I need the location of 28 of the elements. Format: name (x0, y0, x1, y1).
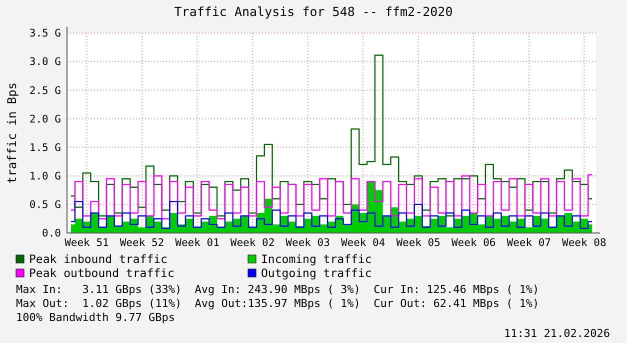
legend-label: Outgoing traffic (261, 266, 372, 280)
x-tick-label: Week 52 (120, 237, 164, 249)
y-tick-label: 1.0 G (29, 170, 61, 183)
x-tick-label: Week 07 (506, 237, 552, 249)
text: 100% Bandwidth 9.77 GBps (16, 310, 175, 324)
x-tick-label: Week 01 (175, 237, 220, 249)
y-tick-label: 2.0 G (29, 113, 61, 126)
text: Max In: 3.11 GBps (33%) Avg In: 243.90 MBps ( 3%) Cur In: 125.46 MBps ( 1%) (16, 282, 540, 296)
y-tick-label: 2.5 G (29, 84, 61, 97)
x-tick-label: Week 02 (230, 237, 275, 249)
x-tick-label: Week 08 (562, 237, 606, 249)
y-tick-label: 1.5 G (29, 142, 61, 154)
legend-label: Peak outbound traffic (29, 266, 174, 280)
x-tick-label: Week 06 (451, 237, 496, 249)
x-tick-label: Week 05 (396, 237, 440, 249)
y-tick-label: 3.5 G (29, 28, 61, 40)
x-tick-label: Week 51 (64, 237, 109, 249)
y-tick-label: 0.0 (42, 228, 61, 240)
chart-title: Traffic Analysis for 548 -- ffm2-2020 (174, 4, 453, 19)
y-axis-title: traffic in Bps (5, 82, 19, 184)
y-tick-label: 3.0 G (29, 56, 61, 68)
x-tick-label: Week 04 (340, 237, 386, 249)
y-tick-label: 0.5 G (29, 199, 61, 212)
x-tick-label: Week 03 (286, 237, 330, 249)
legend-label: Peak inbound traffic (29, 252, 168, 266)
text: Max Out: 1.02 GBps (11%) Avg Out:135.97 MBps ( 1%) Cur Out: 62.41 MBps ( 1%) (16, 296, 540, 310)
text: 11:31 21.02.2026 (504, 326, 610, 340)
legend-label: Incoming traffic (261, 252, 372, 266)
